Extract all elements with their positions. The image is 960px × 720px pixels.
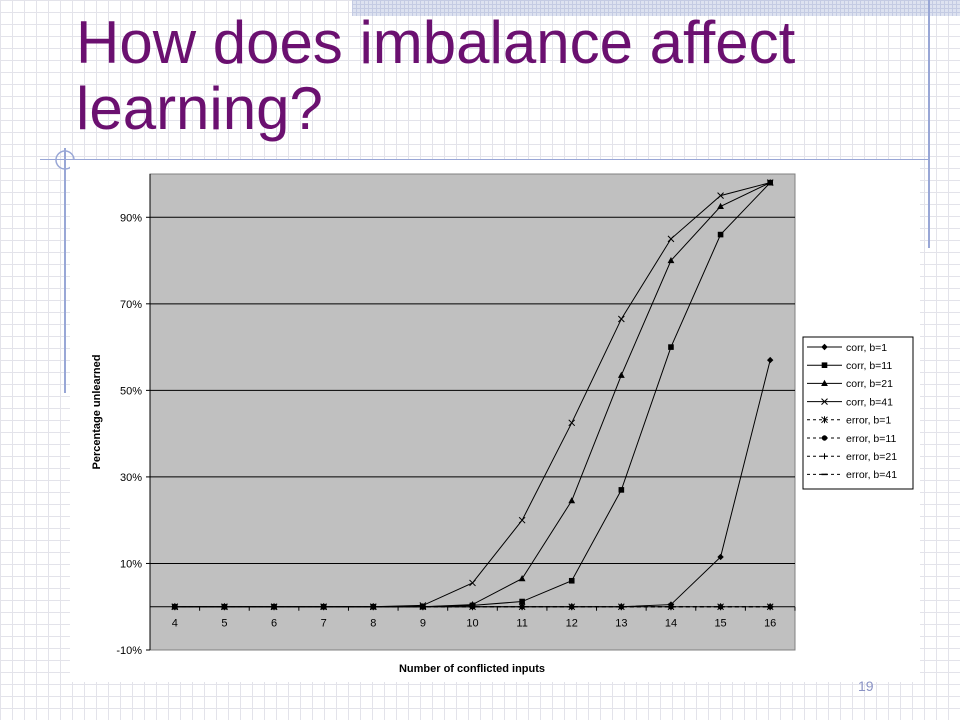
legend-item: error, b=21 <box>807 451 897 463</box>
x-tick-label: 10 <box>466 618 478 630</box>
x-tick-label: 11 <box>516 618 527 630</box>
data-point <box>617 315 625 323</box>
y-tick-label: 30% <box>120 472 142 484</box>
y-tick-label: 70% <box>120 299 142 311</box>
legend-marker <box>821 453 828 460</box>
data-point <box>668 344 674 350</box>
data-point <box>617 371 625 378</box>
legend-box <box>802 336 914 490</box>
legend-label: corr, b=1 <box>846 342 887 354</box>
legend-marker <box>821 398 828 405</box>
legend: corr, b=1 corr, b=11 corr, b=21 corr, b=41 e… <box>802 336 914 490</box>
x-tick-label: 7 <box>321 618 327 630</box>
data-point <box>568 419 576 427</box>
legend-label: corr, b=11 <box>846 360 892 372</box>
legend-marker <box>821 435 828 441</box>
legend-item: corr, b=21 <box>807 378 893 390</box>
x-tick-label: 15 <box>714 618 726 630</box>
data-point <box>618 487 625 493</box>
legend-item: corr, b=1 <box>807 342 887 354</box>
legend-item: error, b=1 <box>807 415 891 427</box>
slide-title-line-2: learning? <box>76 75 323 142</box>
x-tick-label: 8 <box>370 618 376 630</box>
y-tick-label: 10% <box>120 558 142 570</box>
decor-vertical-line-right <box>928 0 930 248</box>
data-point <box>717 553 724 561</box>
legend-label: corr, b=41 <box>846 396 893 408</box>
data-point <box>469 579 476 587</box>
data-point <box>717 231 724 238</box>
legend-marker <box>821 343 828 351</box>
decor-vertical-line-left <box>64 148 66 393</box>
x-tick-label: 5 <box>221 618 227 630</box>
slide-title-line-1: How does imbalance affect <box>76 9 796 76</box>
x-tick-label: 6 <box>271 618 277 630</box>
legend-marker <box>821 379 828 386</box>
legend-marker <box>821 416 828 424</box>
y-tick-label: 50% <box>120 385 142 397</box>
plot-area <box>149 173 796 651</box>
data-point <box>667 256 675 264</box>
data-point <box>717 192 724 199</box>
legend-item: corr, b=41 <box>807 396 893 408</box>
x-tick-label: 4 <box>172 618 178 630</box>
data-point <box>519 598 525 605</box>
data-point <box>667 235 675 243</box>
y-axis-title: Percentage unlearned <box>91 355 103 470</box>
y-tick-label: -10% <box>116 645 142 657</box>
legend-item: error, b=11 <box>807 433 896 445</box>
slide-number: 19 <box>858 678 874 694</box>
x-tick-label: 13 <box>615 618 627 630</box>
legend-label: error, b=1 <box>846 415 891 427</box>
data-point <box>518 516 526 524</box>
data-point <box>568 577 575 584</box>
x-axis-title: Number of conflicted inputs <box>399 663 545 675</box>
line-chart: -10% 10% 30% 50% 70% 90% 4 5 6 7 8 9 10 11 12 13 14 15 16… <box>70 160 920 682</box>
legend-item: corr, b=11 <box>807 360 892 372</box>
decor-horizontal-line <box>40 159 930 160</box>
legend-label: error, b=21 <box>846 451 897 463</box>
y-tick-label: 90% <box>120 212 142 224</box>
top-decor-band <box>352 0 960 16</box>
x-tick-label: 16 <box>764 618 776 630</box>
legend-marker <box>821 362 828 368</box>
data-point <box>766 356 774 364</box>
x-tick-label: 12 <box>566 618 578 630</box>
legend-label: error, b=11 <box>846 433 896 445</box>
data-point <box>568 497 576 504</box>
legend-label: corr, b=21 <box>846 378 893 390</box>
x-tick-label: 9 <box>420 618 426 630</box>
x-tick-label: 14 <box>665 618 677 630</box>
legend-item: error, b=41 <box>807 469 897 481</box>
legend-label: error, b=41 <box>846 469 897 481</box>
slide-title: How does imbalance affect learning? <box>76 10 795 142</box>
data-point <box>518 575 526 582</box>
data-point <box>766 179 774 187</box>
data-point <box>717 202 724 210</box>
